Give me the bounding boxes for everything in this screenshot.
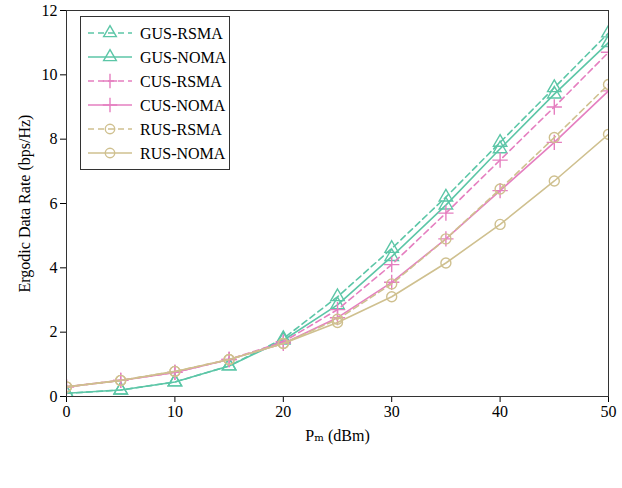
svg-text:12: 12 <box>42 2 58 19</box>
svg-text:10: 10 <box>42 66 58 83</box>
svg-text:20: 20 <box>275 403 291 420</box>
svg-text:6: 6 <box>50 195 58 212</box>
svg-text:Pₘ (dBm): Pₘ (dBm) <box>305 427 369 445</box>
svg-text:0: 0 <box>63 403 71 420</box>
svg-text:0: 0 <box>50 388 58 405</box>
svg-text:30: 30 <box>384 403 400 420</box>
svg-text:10: 10 <box>167 403 183 420</box>
svg-text:4: 4 <box>50 259 58 276</box>
svg-text:40: 40 <box>492 403 508 420</box>
svg-text:CUS-RSMA: CUS-RSMA <box>140 73 222 90</box>
svg-text:GUS-RSMA: GUS-RSMA <box>140 25 223 42</box>
svg-text:RUS-NOMA: RUS-NOMA <box>140 145 226 162</box>
svg-text:8: 8 <box>50 130 58 147</box>
svg-text:CUS-NOMA: CUS-NOMA <box>140 97 226 114</box>
svg-text:2: 2 <box>50 323 58 340</box>
svg-text:Ergodic Data Rate (bps/Hz): Ergodic Data Rate (bps/Hz) <box>16 115 34 293</box>
svg-text:GUS-NOMA: GUS-NOMA <box>140 49 227 66</box>
svg-text:50: 50 <box>601 403 617 420</box>
svg-text:RUS-RSMA: RUS-RSMA <box>140 121 222 138</box>
